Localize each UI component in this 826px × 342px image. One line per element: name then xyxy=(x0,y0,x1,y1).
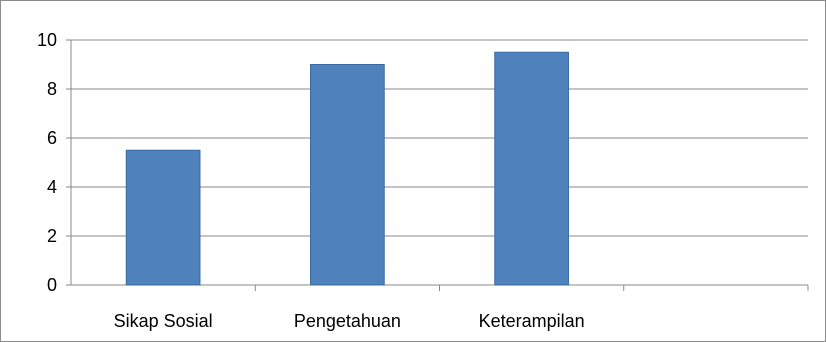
y-tick-label: 4 xyxy=(47,177,57,197)
category-labels: Sikap Sosial Pengetahuan Keterampilan xyxy=(114,311,585,331)
bar-keterampilan xyxy=(494,51,569,286)
category-label: Sikap Sosial xyxy=(114,311,213,331)
category-label: Pengetahuan xyxy=(294,311,401,331)
y-tick-label: 6 xyxy=(47,128,57,148)
y-tick-label: 10 xyxy=(37,30,57,50)
y-tick-label: 8 xyxy=(47,79,57,99)
bar-pengetahuan xyxy=(310,64,385,286)
bars xyxy=(125,51,569,286)
y-tick-labels: 0 2 4 6 8 10 xyxy=(37,30,57,295)
y-tick-label: 2 xyxy=(47,226,57,246)
category-label: Keterampilan xyxy=(479,311,585,331)
y-tick-label: 0 xyxy=(47,275,57,295)
bar-sikap-sosial xyxy=(125,149,201,286)
